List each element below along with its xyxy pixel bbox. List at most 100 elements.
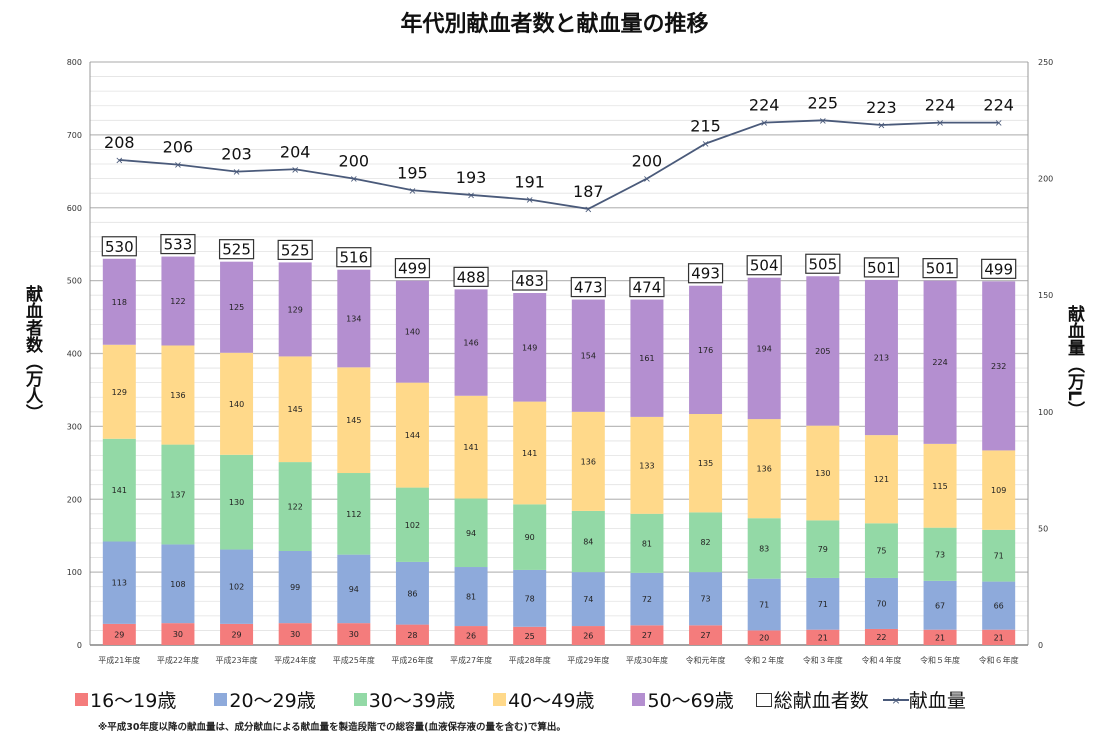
bar-segment [689,625,723,645]
bar-segment [102,541,136,624]
data-label: 25 [525,632,535,641]
total-box [512,270,548,291]
line-marker: × [819,116,827,127]
bar-segment [630,572,664,626]
chart-title: 年代別献血者数と献血量の推移 [400,12,709,37]
bar-segment [689,285,723,414]
bar-segment [102,438,136,542]
line-series [119,119,999,210]
x-tick-label: 平成29年度 [567,655,609,665]
line-marker: × [643,174,651,185]
bar-segment [923,527,957,581]
bar-segment [923,580,957,630]
total-box [394,258,431,279]
bar-segment [630,416,664,514]
y-tick-label: 400 [67,350,82,359]
total-label: 499 [984,260,1013,278]
legend-item: 30～39歳 [353,686,455,713]
bar-segment [571,626,605,645]
data-label: 75 [876,547,886,556]
data-label: 141 [112,486,127,495]
x-tick-label: 平成25年度 [333,655,375,665]
data-label: 194 [757,344,772,353]
data-label: 134 [346,315,361,324]
total-label: 504 [750,257,779,275]
data-label: 136 [757,465,772,474]
bar-segment [278,262,312,357]
total-box [101,236,137,257]
line-marker: × [525,195,533,206]
data-label: 232 [991,362,1006,371]
data-label: 22 [876,633,886,642]
total-box [629,276,665,298]
x-tick-label: 令和３年度 [803,655,843,665]
bar-segment [864,435,898,524]
line-data-label: 195 [397,163,428,182]
total-box [160,233,196,255]
total-label: 525 [222,241,251,259]
y-tick-label: 0 [77,641,82,650]
bar-segment [571,510,605,573]
total-label: 488 [457,268,486,286]
bar-segment [806,425,840,521]
x-tick-label: 平成24年度 [274,655,316,665]
bar-segment [220,261,254,353]
x-tick-label: 令和２年度 [744,655,784,665]
data-label: 79 [818,545,828,554]
data-label: 102 [405,521,420,530]
bar-segment [278,462,312,551]
data-label: 21 [935,633,945,642]
total-box [277,239,313,261]
bar-segment [571,299,605,412]
y2-tick-label: 200 [1038,175,1053,184]
bar-segment [454,626,488,645]
bar-segment [982,450,1016,530]
y-tick-label: 600 [67,204,82,213]
data-label: 154 [581,352,596,361]
y-axis-label-right: 献血量（万L） [1064,305,1084,418]
legend-item: 16～19歳 [75,686,176,713]
bar-segment [395,382,429,488]
data-label: 29 [231,630,241,639]
y2-tick-label: 150 [1038,291,1053,300]
legend-label: 献血量 [908,690,966,712]
bar-segment [161,444,195,545]
data-label: 83 [759,544,769,553]
bar-segment [220,352,254,455]
y-tick-label: 500 [67,277,82,286]
line-marker: × [232,167,240,178]
data-label: 137 [170,491,185,500]
data-label: 73 [700,595,710,604]
line-data-label: 193 [456,168,487,187]
line-marker: × [994,118,1002,129]
data-label: 108 [170,580,185,589]
data-label: 30 [173,630,183,639]
line-marker: × [584,204,592,215]
legend-swatch [755,692,772,707]
data-label: 99 [290,583,300,592]
total-box [687,263,724,284]
legend-label: 20～29歳 [229,690,316,712]
bar-segment [806,629,840,645]
legend-swatch [632,693,646,706]
y-axis-label-left: 献血者数（万人） [22,285,42,421]
legend-label: 総献血者数 [773,690,869,712]
total-label: 525 [281,241,310,259]
line-marker: × [115,155,123,166]
x-tick-label: 令和４年度 [861,655,901,665]
data-label: 145 [346,416,361,425]
bar-segment [923,280,957,444]
line-marker: × [174,160,182,171]
data-label: 26 [583,632,593,641]
total-box [570,276,606,298]
data-label: 82 [700,538,710,547]
x-tick-label: 令和６年度 [979,655,1019,665]
data-label: 78 [525,594,535,603]
bar-segment [220,623,254,645]
bar-segment [689,512,723,573]
bar-segment [102,258,136,345]
x-tick-label: 令和元年度 [686,655,726,665]
bar-segment [102,623,136,645]
data-label: 109 [991,486,1006,495]
bar-segment [747,518,781,579]
